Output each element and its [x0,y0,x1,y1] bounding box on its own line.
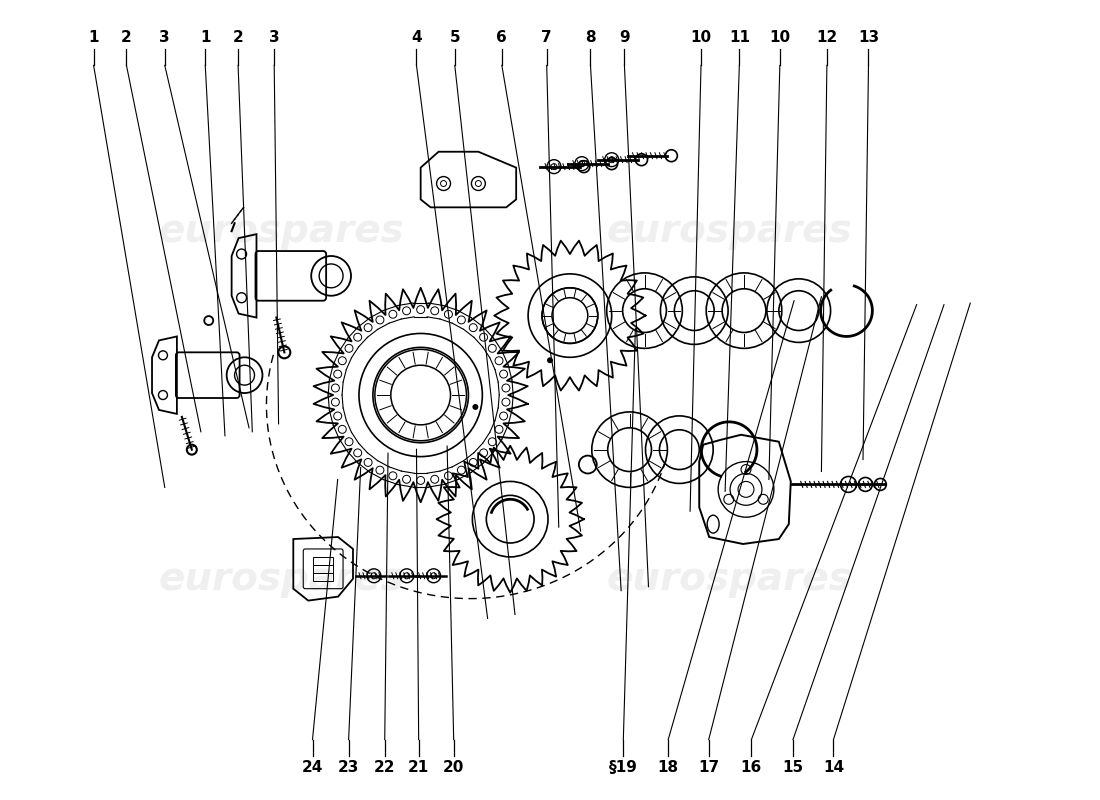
Text: 11: 11 [729,30,750,45]
Circle shape [472,404,478,410]
Text: 2: 2 [233,30,243,45]
Text: 21: 21 [408,760,429,775]
Text: 7: 7 [541,30,552,45]
Text: 12: 12 [816,30,837,45]
Text: 3: 3 [160,30,170,45]
Text: 10: 10 [769,30,791,45]
Text: 23: 23 [338,760,360,775]
Text: 20: 20 [443,760,464,775]
Text: 13: 13 [858,30,879,45]
Text: 16: 16 [740,760,762,775]
Text: 18: 18 [658,760,679,775]
Circle shape [547,358,553,363]
Text: eurospares: eurospares [606,212,852,250]
Text: 24: 24 [301,760,323,775]
Text: 1: 1 [200,30,210,45]
Text: eurospares: eurospares [158,560,404,598]
Text: 17: 17 [698,760,719,775]
Text: 14: 14 [823,760,844,775]
Text: 15: 15 [782,760,803,775]
Text: 10: 10 [691,30,712,45]
Text: 5: 5 [450,30,460,45]
Text: 4: 4 [411,30,421,45]
Text: eurospares: eurospares [606,560,852,598]
Text: 6: 6 [496,30,507,45]
Text: 2: 2 [121,30,132,45]
Text: eurospares: eurospares [158,212,404,250]
Text: 9: 9 [619,30,629,45]
Text: 22: 22 [374,760,396,775]
Text: §19: §19 [609,760,638,775]
Text: 8: 8 [585,30,596,45]
Text: 3: 3 [268,30,279,45]
Text: 1: 1 [88,30,99,45]
